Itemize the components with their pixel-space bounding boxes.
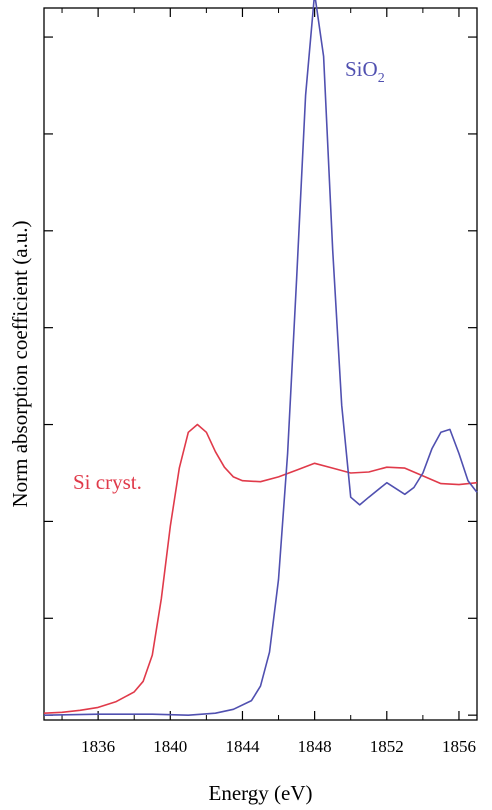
x-tick-labels: 1836 1840 1844 1848 1852 1856 <box>81 737 476 756</box>
x-tick-label: 1856 <box>442 737 476 756</box>
sio2-label: SiO2 <box>345 57 385 86</box>
x-tick-label: 1844 <box>225 737 260 756</box>
series-layer <box>43 0 478 716</box>
x-tick-label: 1840 <box>153 737 187 756</box>
series-line-sio2 <box>43 0 478 716</box>
x-tick-label: 1836 <box>81 737 115 756</box>
series-line-si-cryst- <box>43 423 478 714</box>
si-cryst-label: Si cryst. <box>73 470 142 494</box>
series-labels: Si cryst. SiO2 <box>73 57 385 494</box>
y-axis-title: Norm absorption coefficient (a.u.) <box>8 220 32 507</box>
axis-ticks <box>44 8 477 720</box>
x-axis-title: Energy (eV) <box>209 781 313 805</box>
x-tick-label: 1852 <box>370 737 404 756</box>
plot-frame <box>43 7 478 721</box>
x-tick-label: 1848 <box>298 737 332 756</box>
